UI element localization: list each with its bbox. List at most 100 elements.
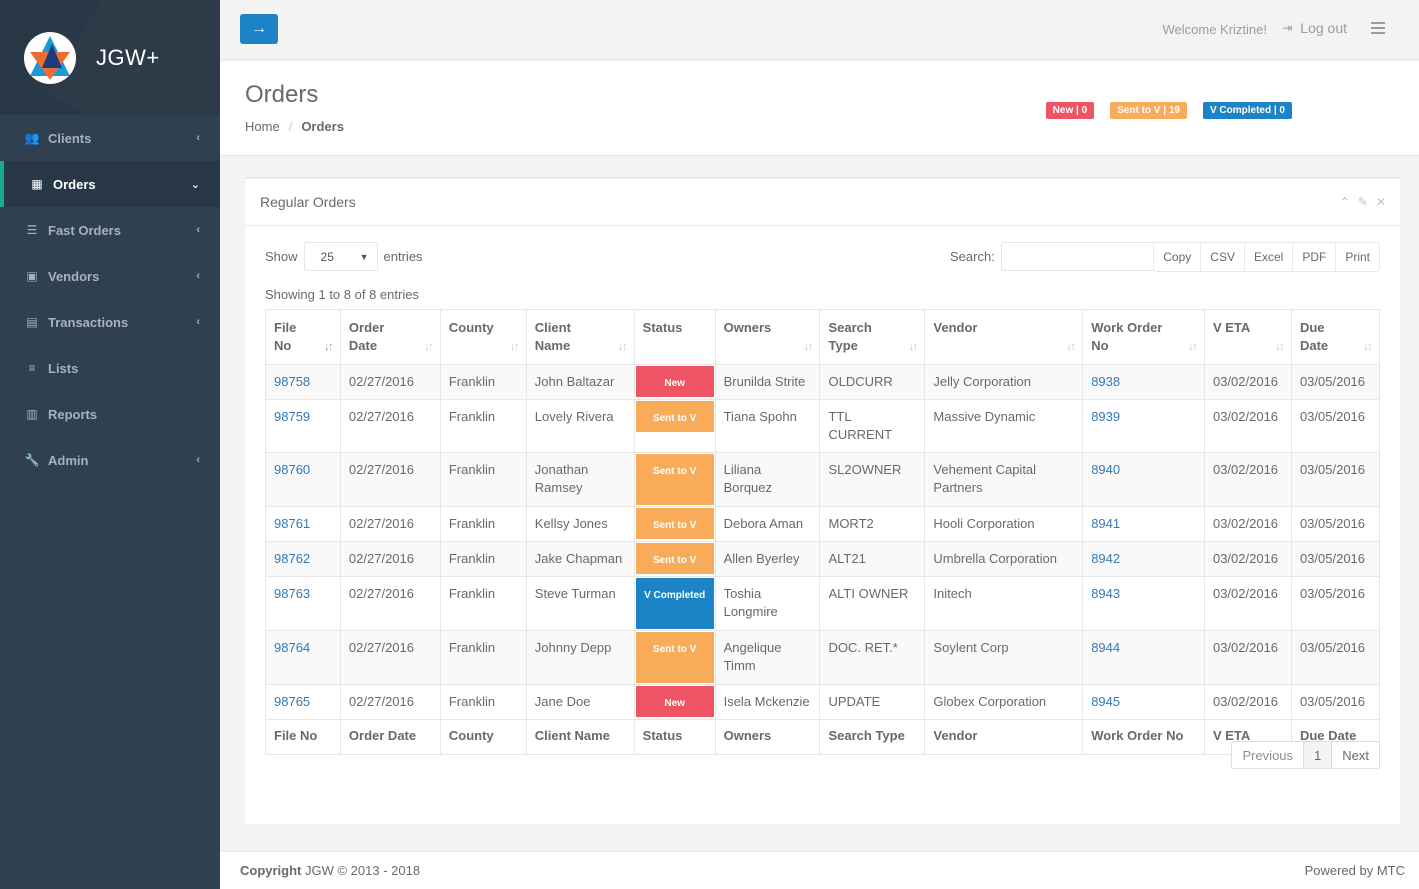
column-header[interactable]: County ↓↑: [439, 309, 527, 365]
sort-icon: ↓↑: [908, 339, 918, 353]
sort-icon: ↓↑: [803, 339, 813, 353]
breadcrumb-separator: /: [288, 119, 293, 134]
column-header[interactable]: Search Type ↓↑: [819, 309, 926, 365]
sidebar-item-vendors[interactable]: ▣ Vendors ‹: [0, 253, 220, 299]
file-no-link[interactable]: 98758: [274, 374, 311, 389]
print-button[interactable]: Print: [1336, 242, 1380, 272]
column-footer: Owners: [714, 719, 821, 755]
table-row[interactable]: 98760 02/27/2016 Franklin Jonathan Ramsey Se…: [265, 452, 1381, 507]
file-no-link[interactable]: 98761: [274, 516, 311, 531]
pdf-button[interactable]: PDF: [1293, 242, 1337, 272]
vendor-cell: Jelly Corporation: [924, 364, 1084, 400]
status-cell: Sent to V: [633, 541, 716, 577]
due-date-cell: 03/05/2016: [1290, 452, 1381, 507]
file-no-link[interactable]: 98762: [274, 551, 311, 566]
table-row[interactable]: 98759 02/27/2016 Franklin Lovely Rivera Sent…: [265, 399, 1381, 453]
client-cell: John Baltazar: [525, 364, 635, 400]
breadcrumb-home[interactable]: Home: [245, 119, 280, 134]
sidebar-item-reports[interactable]: ▥ Reports: [0, 391, 220, 437]
client-cell: Jonathan Ramsey: [525, 452, 635, 507]
work-order-link[interactable]: 8944: [1091, 640, 1121, 655]
sidebar-toggle-button[interactable]: →: [240, 14, 278, 44]
column-header[interactable]: Order Date ↓↑: [339, 309, 441, 365]
owners-cell: Debora Aman: [714, 506, 821, 542]
sidebar-item-clients[interactable]: 👥 Clients ‹: [0, 115, 220, 161]
table-row[interactable]: 98765 02/27/2016 Franklin Jane Doe New Isela …: [265, 684, 1381, 720]
column-header[interactable]: Work Order No ↓↑: [1082, 309, 1205, 365]
v-eta-cell: 03/02/2016: [1203, 364, 1292, 400]
sidebar-item-orders[interactable]: ▦ Orders ⌄: [0, 161, 220, 207]
table-row[interactable]: 98763 02/27/2016 Franklin Steve Turman V Com…: [265, 576, 1381, 631]
copy-button[interactable]: Copy: [1153, 242, 1202, 272]
column-header[interactable]: Owners ↓↑: [714, 309, 821, 365]
search-type-cell: DOC. RET.*: [819, 630, 926, 685]
logout-label: Log out: [1300, 20, 1347, 36]
sidebar-item-lists[interactable]: ≡ Lists: [0, 345, 220, 391]
due-date-cell: 03/05/2016: [1290, 364, 1381, 400]
wrench-icon[interactable]: ✎: [1357, 195, 1368, 209]
brand-logo-icon[interactable]: [24, 31, 76, 84]
sidebar-item-transactions[interactable]: ▤ Transactions ‹: [0, 299, 220, 345]
work-order-cell: 8939: [1082, 399, 1205, 453]
table-row[interactable]: 98758 02/27/2016 Franklin John Baltazar New B…: [265, 364, 1381, 400]
file-no-cell: 98761: [265, 506, 341, 542]
work-order-link[interactable]: 8945: [1091, 694, 1121, 709]
list-ul-icon: ≡: [28, 361, 36, 375]
table-row[interactable]: 98761 02/27/2016 Franklin Kellsy Jones Sent …: [265, 506, 1381, 542]
csv-button[interactable]: CSV: [1201, 242, 1245, 272]
wrench-icon: 🔧: [24, 453, 40, 467]
status-badge: Sent to V: [635, 543, 714, 574]
page-1-button[interactable]: 1: [1304, 741, 1333, 769]
order-date-cell: 02/27/2016: [339, 399, 441, 453]
v-eta-cell: 03/02/2016: [1203, 541, 1292, 577]
column-header-label: Name: [534, 338, 571, 353]
due-date-cell: 03/05/2016: [1290, 576, 1381, 631]
collapse-icon[interactable]: ⌃: [1339, 195, 1350, 209]
next-page-button[interactable]: Next: [1332, 741, 1380, 769]
column-header-label: Status: [642, 320, 683, 335]
status-counters: New | 0 Sent to V | 19 V Completed | 0: [1045, 102, 1292, 119]
file-no-link[interactable]: 98759: [274, 409, 311, 424]
logout-link[interactable]: ⇥ Log out: [1282, 20, 1347, 36]
owners-cell: Isela Mckenzie: [714, 684, 821, 720]
excel-button[interactable]: Excel: [1244, 242, 1294, 272]
client-cell: Lovely Rivera: [525, 399, 635, 453]
column-header[interactable]: Status: [633, 309, 716, 365]
previous-page-button[interactable]: Previous: [1231, 741, 1305, 769]
work-order-link[interactable]: 8943: [1091, 586, 1121, 601]
work-order-link[interactable]: 8941: [1091, 516, 1121, 531]
tasks-icon[interactable]: [1371, 22, 1385, 34]
work-order-link[interactable]: 8942: [1091, 551, 1121, 566]
file-no-link[interactable]: 98765: [274, 694, 311, 709]
due-date-cell: 03/05/2016: [1290, 684, 1381, 720]
file-no-cell: 98759: [265, 399, 341, 453]
column-header[interactable]: V ETA ↓↑: [1203, 309, 1292, 365]
page-length-select[interactable]: 25 ▼: [303, 242, 378, 271]
file-no-cell: 98758: [265, 364, 341, 400]
work-order-link[interactable]: 8938: [1091, 374, 1121, 389]
client-cell: Kellsy Jones: [525, 506, 635, 542]
sort-asc-icon: ↓↑: [323, 339, 334, 353]
bar-chart-icon: ▥: [26, 407, 38, 421]
search-input[interactable]: [1000, 242, 1161, 271]
file-no-link[interactable]: 98763: [274, 586, 311, 601]
regular-orders-panel: Regular Orders ⌃ ✎ ✕ Show 25 ▼ entries S…: [245, 177, 1400, 824]
column-header[interactable]: Due Date ↓↑: [1290, 309, 1381, 365]
county-cell: Franklin: [439, 399, 527, 453]
search-type-cell: UPDATE: [819, 684, 926, 720]
sidebar-item-admin[interactable]: 🔧 Admin ‹: [0, 437, 220, 483]
column-header[interactable]: Vendor ↓↑: [924, 309, 1084, 365]
file-no-link[interactable]: 98764: [274, 640, 311, 655]
table-row[interactable]: 98764 02/27/2016 Franklin Johnny Depp Sent t…: [265, 630, 1381, 685]
file-no-link[interactable]: 98760: [274, 462, 311, 477]
top-navbar: → Welcome Kriztine! ⇥ Log out: [220, 0, 1419, 60]
sidebar-item-fast-orders[interactable]: ☰ Fast Orders ‹: [0, 207, 220, 253]
work-order-link[interactable]: 8939: [1091, 409, 1121, 424]
close-icon[interactable]: ✕: [1375, 195, 1386, 209]
status-badge: Sent to V: [635, 508, 714, 539]
table-row[interactable]: 98762 02/27/2016 Franklin Jake Chapman Sent …: [265, 541, 1381, 577]
column-header[interactable]: File No ↓↑: [265, 309, 341, 365]
work-order-cell: 8943: [1082, 576, 1205, 631]
work-order-link[interactable]: 8940: [1091, 462, 1121, 477]
column-header[interactable]: Client Name ↓↑: [525, 309, 635, 365]
